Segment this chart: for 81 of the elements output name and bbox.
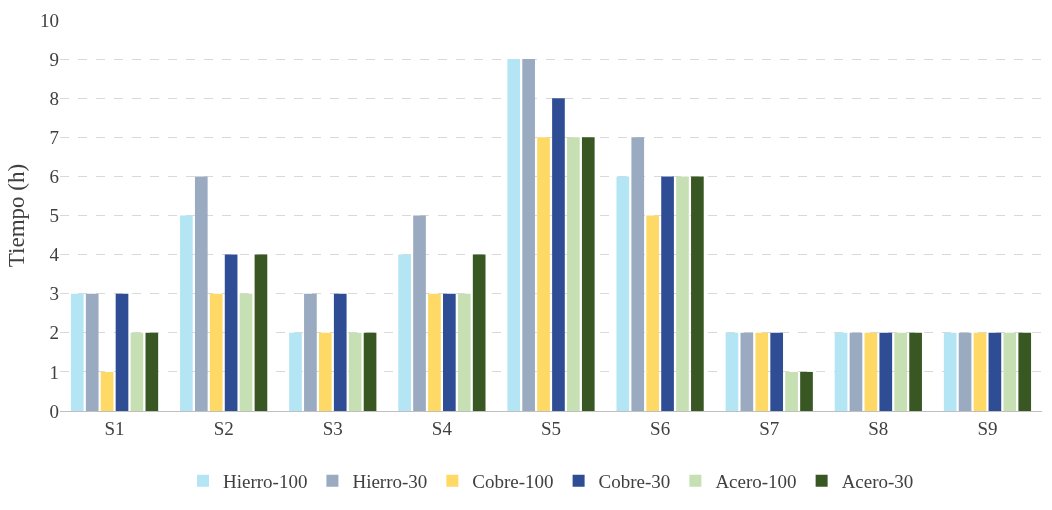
x-tick-label: S6 [650, 417, 671, 439]
y-tick-label: 9 [49, 48, 59, 70]
y-tick-label: 8 [49, 87, 59, 109]
bar [740, 332, 754, 411]
legend-label: Hierro-30 [352, 471, 428, 493]
bar [725, 332, 739, 411]
bar [631, 137, 645, 411]
x-tick-label: S3 [322, 417, 343, 439]
bar [413, 215, 426, 411]
bar [224, 254, 238, 411]
bar [254, 254, 268, 411]
y-tick-label: 7 [49, 126, 59, 148]
bar [507, 59, 521, 411]
x-tick-label: S8 [868, 417, 889, 439]
bar [194, 176, 208, 411]
bar [428, 293, 441, 411]
bar [522, 59, 535, 411]
bar [567, 137, 580, 411]
bar [115, 293, 129, 411]
bar [785, 371, 798, 411]
bar [209, 293, 223, 411]
bar [304, 293, 317, 411]
bar [472, 254, 486, 411]
bar [130, 332, 144, 411]
y-tick-label: 2 [49, 322, 59, 344]
bar [348, 332, 362, 411]
legend-label: Cobre-100 [472, 471, 554, 493]
legend-label: Acero-100 [715, 471, 797, 493]
bar [616, 176, 630, 411]
y-tick-label: 5 [49, 205, 59, 227]
bar [943, 332, 957, 411]
x-tick-label: S7 [759, 417, 780, 439]
bar [676, 176, 689, 411]
bar [691, 176, 704, 411]
x-tick-label: S9 [977, 417, 998, 439]
y-tick-label: 4 [49, 244, 60, 266]
bar [443, 293, 456, 411]
bar [289, 332, 302, 411]
bar [988, 332, 1002, 411]
bar [958, 332, 972, 411]
bar [879, 332, 893, 411]
x-tick-label: S5 [540, 417, 562, 439]
y-axis-title: Tiempo (h) [4, 163, 30, 268]
x-tick-label: S2 [213, 417, 234, 439]
bar [1018, 332, 1032, 411]
bar [800, 371, 813, 411]
x-tick-label: S4 [431, 417, 453, 439]
legend-label: Acero-30 [841, 471, 914, 493]
bar [85, 293, 99, 411]
bar [457, 293, 471, 411]
bar [333, 293, 347, 411]
bar [318, 332, 332, 411]
bar [834, 332, 848, 411]
y-tick-label: 1 [49, 361, 59, 383]
bar [100, 371, 114, 411]
y-tick-label: 3 [49, 283, 59, 305]
bar [70, 293, 84, 411]
bar [581, 137, 595, 411]
bar [661, 176, 674, 411]
bar [973, 332, 987, 411]
legend-label: Hierro-100 [223, 471, 308, 493]
bar [398, 254, 411, 411]
bar [849, 332, 863, 411]
bar [864, 332, 878, 411]
x-tick-label: S1 [104, 417, 125, 439]
bar [1003, 332, 1017, 411]
bar [646, 215, 659, 411]
bar [909, 332, 922, 411]
legend-label: Cobre-30 [598, 471, 671, 493]
y-tick-label: 6 [49, 166, 59, 188]
bar [363, 332, 377, 411]
bar [239, 293, 253, 411]
bar [180, 215, 193, 411]
bar [537, 137, 550, 411]
y-tick-label: 0 [49, 400, 59, 422]
bar [552, 98, 565, 411]
bar [894, 332, 908, 411]
bar [755, 332, 769, 411]
y-tick-label: 10 [40, 9, 59, 31]
bar [145, 332, 159, 411]
bar [770, 332, 784, 411]
